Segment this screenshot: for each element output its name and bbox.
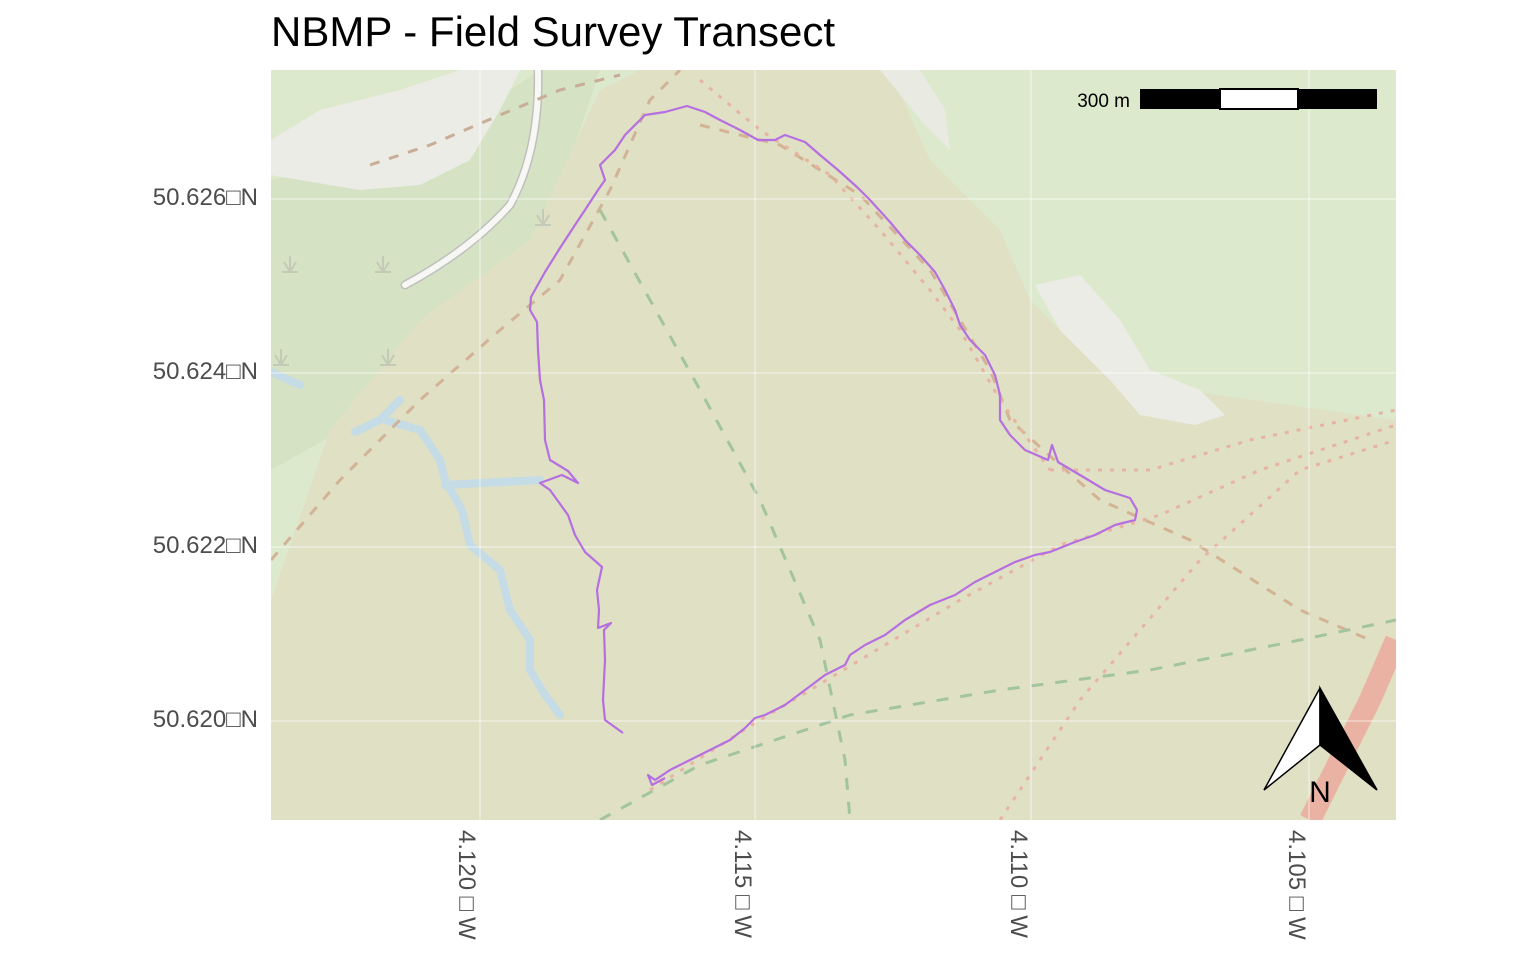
y-tick-label-50-624: 50.624□N bbox=[152, 358, 258, 385]
scale-bar-label: 300 m bbox=[1077, 91, 1130, 112]
footpath-brown-2 bbox=[369, 73, 621, 167]
map-title: NBMP - Field Survey Transect bbox=[271, 8, 836, 55]
y-tick-label-50-620: 50.620□N bbox=[152, 706, 258, 733]
footpath-red-2 bbox=[649, 423, 1396, 792]
map-panel: 300 m N bbox=[271, 70, 1396, 820]
footpath-brown-3 bbox=[699, 123, 1371, 642]
moorland-area bbox=[271, 70, 1396, 820]
clearing-area bbox=[271, 70, 520, 190]
graticule bbox=[271, 70, 1396, 820]
north-arrow-icon bbox=[1263, 685, 1378, 791]
road-inner bbox=[402, 70, 542, 288]
stream bbox=[271, 368, 564, 719]
scale-bar-icon bbox=[1140, 88, 1377, 110]
footpath-green-2 bbox=[599, 618, 1396, 820]
major-road bbox=[1300, 635, 1396, 820]
x-tick-label-4-115: 4.115□W bbox=[729, 830, 756, 938]
footpath-green bbox=[598, 209, 852, 820]
clearing-area-top bbox=[880, 70, 950, 150]
vegetation-symbol-icon bbox=[273, 209, 551, 366]
transect-track bbox=[528, 104, 1139, 787]
x-tick-label-4-110: 4.110□W bbox=[1005, 830, 1032, 938]
y-tick-label-50-622: 50.622□N bbox=[152, 532, 258, 559]
y-tick-label-50-626: 50.626□N bbox=[152, 184, 258, 211]
clearing-area-east bbox=[1035, 275, 1225, 425]
footpath-red-3 bbox=[998, 438, 1396, 820]
north-arrow-label: N bbox=[1309, 776, 1331, 809]
x-tick-label-4-105: 4.105□W bbox=[1283, 830, 1310, 940]
footpath-red-4 bbox=[1050, 408, 1396, 472]
x-tick-label-4-120: 4.120□W bbox=[453, 830, 480, 940]
